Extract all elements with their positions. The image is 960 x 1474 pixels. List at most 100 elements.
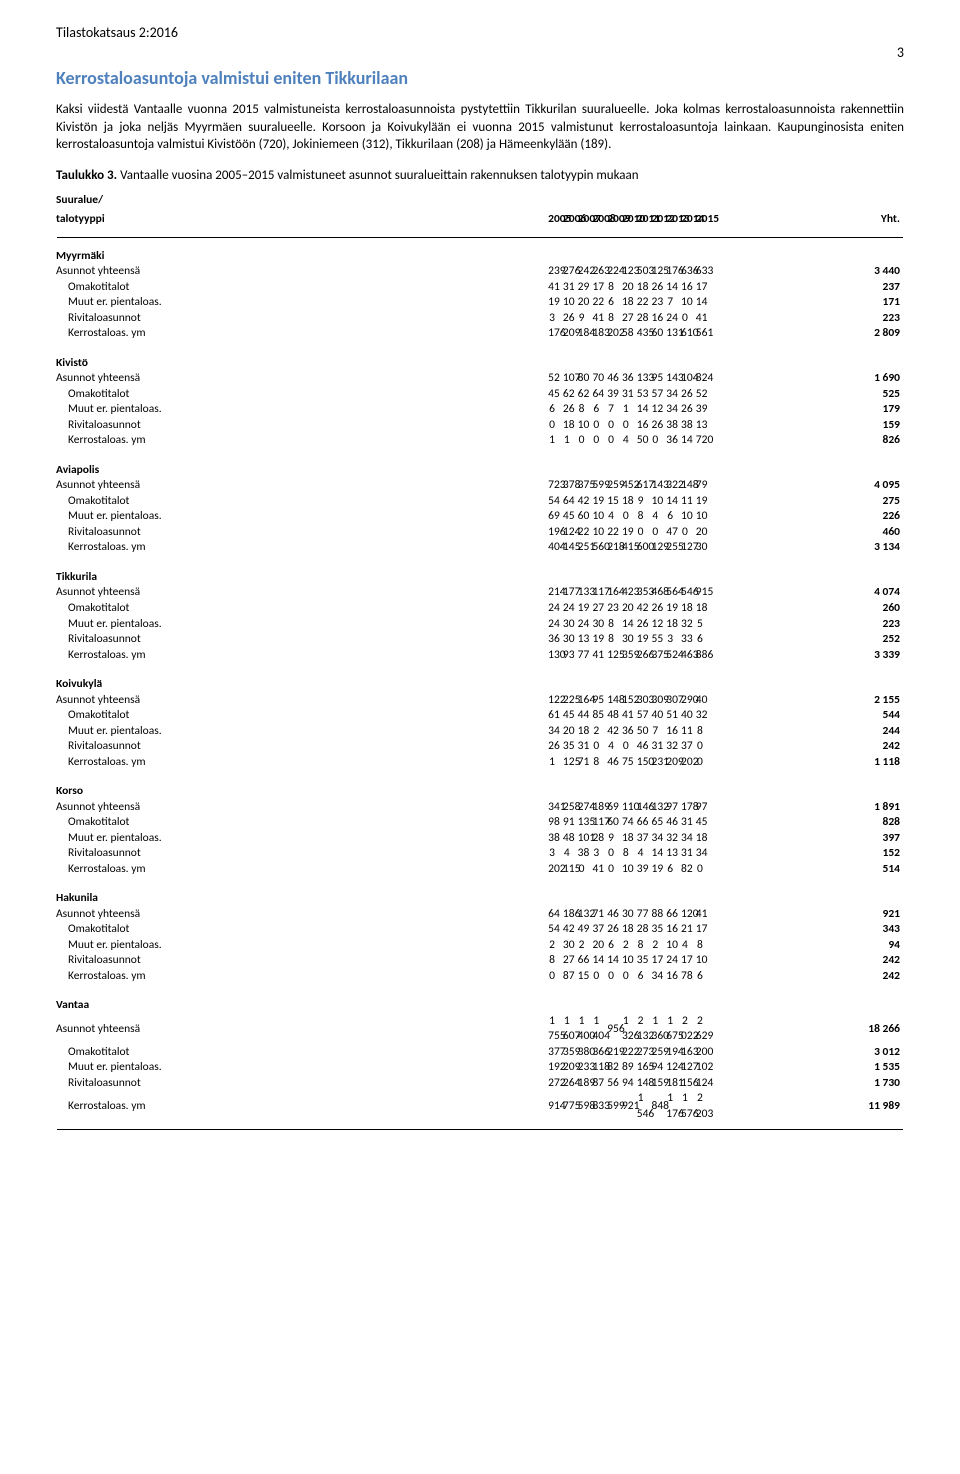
cell: 41 — [618, 708, 633, 724]
cell: 20 — [618, 601, 633, 617]
row-total: 242 — [707, 969, 904, 985]
table-row: Omakotitalot546442191518910141119275 — [56, 494, 904, 510]
row-total: 226 — [707, 509, 904, 525]
cell: 26 — [544, 739, 559, 755]
cell: 196 — [544, 525, 559, 541]
row-label: Muut er. pientaloas. — [56, 1060, 544, 1076]
row-label: Rivitaloasunnot — [56, 739, 544, 755]
table-row: Omakotitalot989113511760746665463145828 — [56, 815, 904, 831]
cell: 17 — [692, 922, 707, 938]
cell: 42 — [633, 601, 648, 617]
cell: 30 — [588, 617, 603, 633]
cell: 0 — [603, 969, 618, 985]
cell: 48 — [603, 708, 618, 724]
row-label: Kerrostaloas. ym — [56, 1091, 544, 1122]
table-head-row-2: talotyyppi 20052006200720082009201020112… — [56, 212, 904, 232]
cell: 31 — [677, 846, 692, 862]
cell: 272 — [544, 1076, 559, 1092]
table-row: Omakotitalot2424192723204226191818260 — [56, 601, 904, 617]
cell: 18 — [574, 724, 589, 740]
cell: 125 — [603, 648, 618, 664]
blank-row — [56, 877, 904, 891]
table-row: Rivitaloasunnot2722641898756941481591811… — [56, 1076, 904, 1092]
cell: 0 — [618, 509, 633, 525]
table-row: Kerrostaloas. ym130937741125359266375524… — [56, 648, 904, 664]
cell: 37 — [633, 831, 648, 847]
cell: 45 — [559, 509, 574, 525]
cell: 64 — [544, 907, 559, 923]
cell: 0 — [648, 433, 663, 449]
table-row: Muut er. pientaloas.2302206282104894 — [56, 938, 904, 954]
cell: 54 — [544, 494, 559, 510]
cell: 19 — [692, 494, 707, 510]
row-label: Muut er. pientaloas. — [56, 509, 544, 525]
cell: 192 — [544, 1060, 559, 1076]
group-name: Hakunila — [56, 891, 904, 907]
cell: 14 — [677, 433, 692, 449]
cell: 56 — [603, 1076, 618, 1092]
cell: 41 — [588, 648, 603, 664]
cell: 24 — [662, 953, 677, 969]
cell: 44 — [574, 708, 589, 724]
group-head-row: Aviapolis — [56, 463, 904, 479]
table-row: Kerrostaloas. ym20211504101039196820514 — [56, 862, 904, 878]
cell: 31 — [677, 815, 692, 831]
document-header: Tilastokatsaus 2:2016 — [56, 24, 904, 41]
row-label: Kerrostaloas. ym — [56, 969, 544, 985]
row-total: 171 — [707, 295, 904, 311]
cell: 51 — [662, 708, 677, 724]
row-total: 242 — [707, 953, 904, 969]
cell: 178 — [677, 800, 692, 816]
cell: 18 — [662, 617, 677, 633]
cell: 53 — [633, 387, 648, 403]
data-table: Suuralue/ talotyyppi 2005200620072008200… — [56, 193, 904, 1132]
cell: 8 — [603, 311, 618, 327]
cell: 148 — [603, 693, 618, 709]
cell: 6 — [662, 862, 677, 878]
cell: 15 — [603, 494, 618, 510]
table-row: Omakotitalot6145448548415740514032544 — [56, 708, 904, 724]
cell: 8 — [618, 846, 633, 862]
group-name: Aviapolis — [56, 463, 904, 479]
section-heading: Kerrostaloasuntoja valmistui eniten Tikk… — [56, 67, 904, 89]
cell: 34 — [662, 387, 677, 403]
row-total: 252 — [707, 632, 904, 648]
cell: 148 — [633, 1076, 648, 1092]
table-head-left1: Suuralue/ — [56, 193, 544, 213]
cell: 122 — [544, 693, 559, 709]
row-total: 94 — [707, 938, 904, 954]
cell: 36 — [618, 371, 633, 387]
cell: 6 — [692, 632, 707, 648]
blank-row — [56, 984, 904, 998]
cell: 24 — [662, 311, 677, 327]
cell: 10 — [588, 525, 603, 541]
table-row: Rivitaloasunnot3630131983019553336252 — [56, 632, 904, 648]
cell: 27 — [618, 311, 633, 327]
cell: 39 — [633, 862, 648, 878]
cell: 18 — [559, 418, 574, 434]
cell: 186 — [559, 907, 574, 923]
page-number: 3 — [897, 44, 904, 61]
cell: 0 — [618, 739, 633, 755]
cell: 13 — [662, 846, 677, 862]
cell: 60 — [574, 509, 589, 525]
cell: 0 — [618, 418, 633, 434]
table-row: Asunnot yhteensä521078070463613395143104… — [56, 371, 904, 387]
cell: 2 — [648, 938, 663, 954]
cell: 35 — [559, 739, 574, 755]
table-head-row-1: Suuralue/ — [56, 193, 904, 213]
row-label: Rivitaloasunnot — [56, 953, 544, 969]
cell: 45 — [544, 387, 559, 403]
cell: 32 — [662, 739, 677, 755]
blank-row — [56, 770, 904, 784]
row-total: 514 — [707, 862, 904, 878]
row-total: 237 — [707, 280, 904, 296]
group-name: Tikkurila — [56, 570, 904, 586]
cell: 11 — [677, 724, 692, 740]
row-total: 3 339 — [707, 648, 904, 664]
total-header: Yht. — [707, 212, 904, 232]
group-head-row: Kivistö — [56, 356, 904, 372]
cell: 26 — [648, 280, 663, 296]
row-label: Muut er. pientaloas. — [56, 617, 544, 633]
cell: 31 — [618, 387, 633, 403]
